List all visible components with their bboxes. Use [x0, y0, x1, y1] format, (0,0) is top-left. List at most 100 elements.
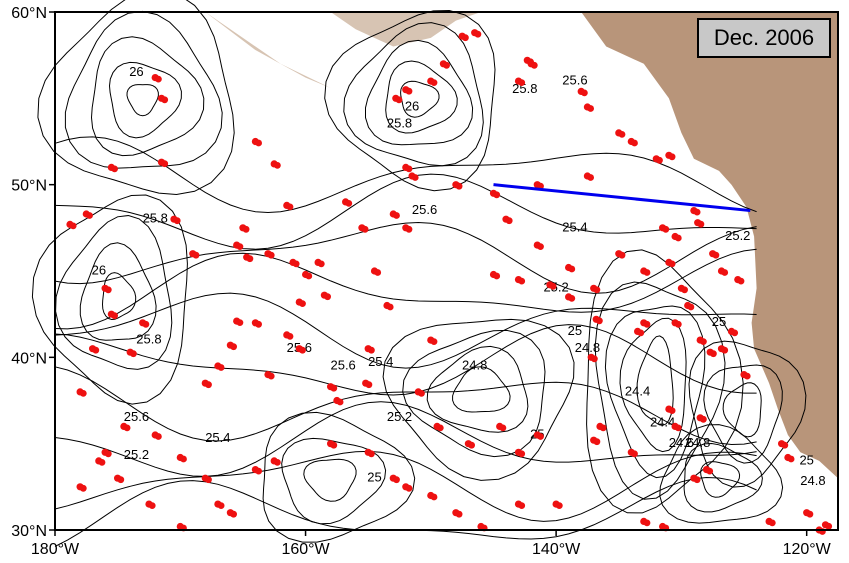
float-location — [155, 75, 162, 83]
float-location — [123, 424, 131, 432]
float-location — [781, 441, 789, 449]
float-location — [549, 282, 557, 290]
density-contour — [636, 335, 674, 426]
float-location — [255, 467, 262, 475]
float-location — [299, 300, 306, 307]
contour-label: 24.8 — [575, 340, 600, 355]
y-tick-label: 30°N — [11, 523, 47, 540]
float-location — [86, 212, 93, 219]
contour-label: 25.6 — [330, 357, 355, 372]
contour-label: 25 — [799, 452, 813, 467]
float-location — [324, 293, 331, 301]
contour-label: 25.4 — [205, 430, 230, 445]
float-location — [643, 320, 651, 328]
contour-label: 25.6 — [562, 73, 587, 88]
density-contour — [688, 340, 807, 488]
float-location — [537, 433, 544, 440]
float-location — [518, 79, 526, 86]
float-locations — [66, 29, 833, 535]
contour-label: 26 — [405, 98, 419, 113]
float-location — [825, 522, 833, 530]
float-location — [365, 381, 373, 389]
float-location — [618, 251, 626, 259]
float-location — [436, 424, 444, 432]
float-location — [345, 200, 353, 207]
float-location — [668, 407, 676, 414]
float-location — [706, 467, 714, 475]
float-location — [593, 438, 601, 446]
float-location — [155, 433, 162, 440]
float-location — [368, 450, 375, 458]
float-location — [618, 131, 626, 138]
float-location — [631, 139, 638, 147]
density-contour — [365, 39, 474, 146]
float-location — [687, 303, 695, 311]
section-line — [493, 183, 751, 213]
float-location — [587, 105, 594, 112]
float-location — [656, 156, 663, 164]
float-location — [299, 346, 306, 354]
float-location — [230, 343, 238, 351]
float-location — [787, 455, 795, 463]
float-location — [274, 162, 281, 169]
float-location — [596, 317, 603, 325]
float-location — [161, 160, 169, 168]
float-location — [637, 329, 645, 337]
density-contour — [126, 84, 159, 117]
density-contour — [79, 242, 157, 341]
float-location — [474, 30, 482, 38]
float-location — [374, 269, 382, 276]
density-contour — [385, 60, 458, 134]
contour-label: 24.4 — [650, 414, 675, 429]
float-location — [411, 174, 419, 181]
float-location — [361, 225, 369, 233]
section-line-layer — [493, 183, 751, 213]
float-location — [92, 346, 100, 354]
float-location — [568, 265, 576, 273]
float-location — [267, 372, 275, 380]
contour-label: 25.2 — [725, 228, 750, 243]
float-location — [768, 519, 776, 527]
contour-labels: 26 25.8 26 25.8 25.6 25.8 25.6 25.4 25.2 26 25.2 25… — [92, 64, 826, 488]
density-contour — [108, 61, 182, 139]
float-location — [468, 441, 475, 449]
float-location — [587, 174, 594, 181]
float-location — [599, 424, 607, 432]
density-contour — [54, 221, 757, 294]
density-contour — [604, 305, 706, 479]
float-location — [418, 390, 425, 397]
float-location — [395, 96, 403, 104]
density-contour — [64, 10, 223, 169]
float-location — [591, 355, 598, 363]
contour-label: 25 — [367, 470, 381, 485]
float-location — [405, 87, 413, 95]
float-location — [104, 286, 112, 294]
density-contour — [303, 458, 357, 502]
density-contour — [54, 292, 757, 369]
float-location — [662, 225, 670, 233]
float-location — [255, 139, 262, 147]
float-location — [455, 510, 463, 518]
density-contour — [54, 173, 757, 250]
float-location — [712, 251, 720, 259]
density-contour — [382, 318, 575, 481]
float-location — [142, 320, 150, 328]
float-location — [430, 493, 438, 501]
float-location — [255, 320, 262, 328]
contour-label: 25.8 — [387, 116, 412, 131]
float-location — [674, 320, 682, 328]
float-location — [286, 203, 294, 211]
density-contour — [703, 364, 783, 464]
float-location — [593, 286, 601, 294]
float-location — [246, 255, 254, 263]
contour-label: 24.8 — [800, 473, 825, 488]
float-location — [79, 484, 87, 492]
contour-label: 26 — [92, 262, 106, 277]
x-tick-label: 140°W — [532, 541, 581, 558]
density-contour — [54, 401, 757, 477]
density-contour — [722, 382, 762, 438]
float-location — [681, 286, 688, 294]
float-location — [192, 251, 200, 259]
float-location — [267, 251, 275, 259]
float-location — [205, 476, 212, 484]
